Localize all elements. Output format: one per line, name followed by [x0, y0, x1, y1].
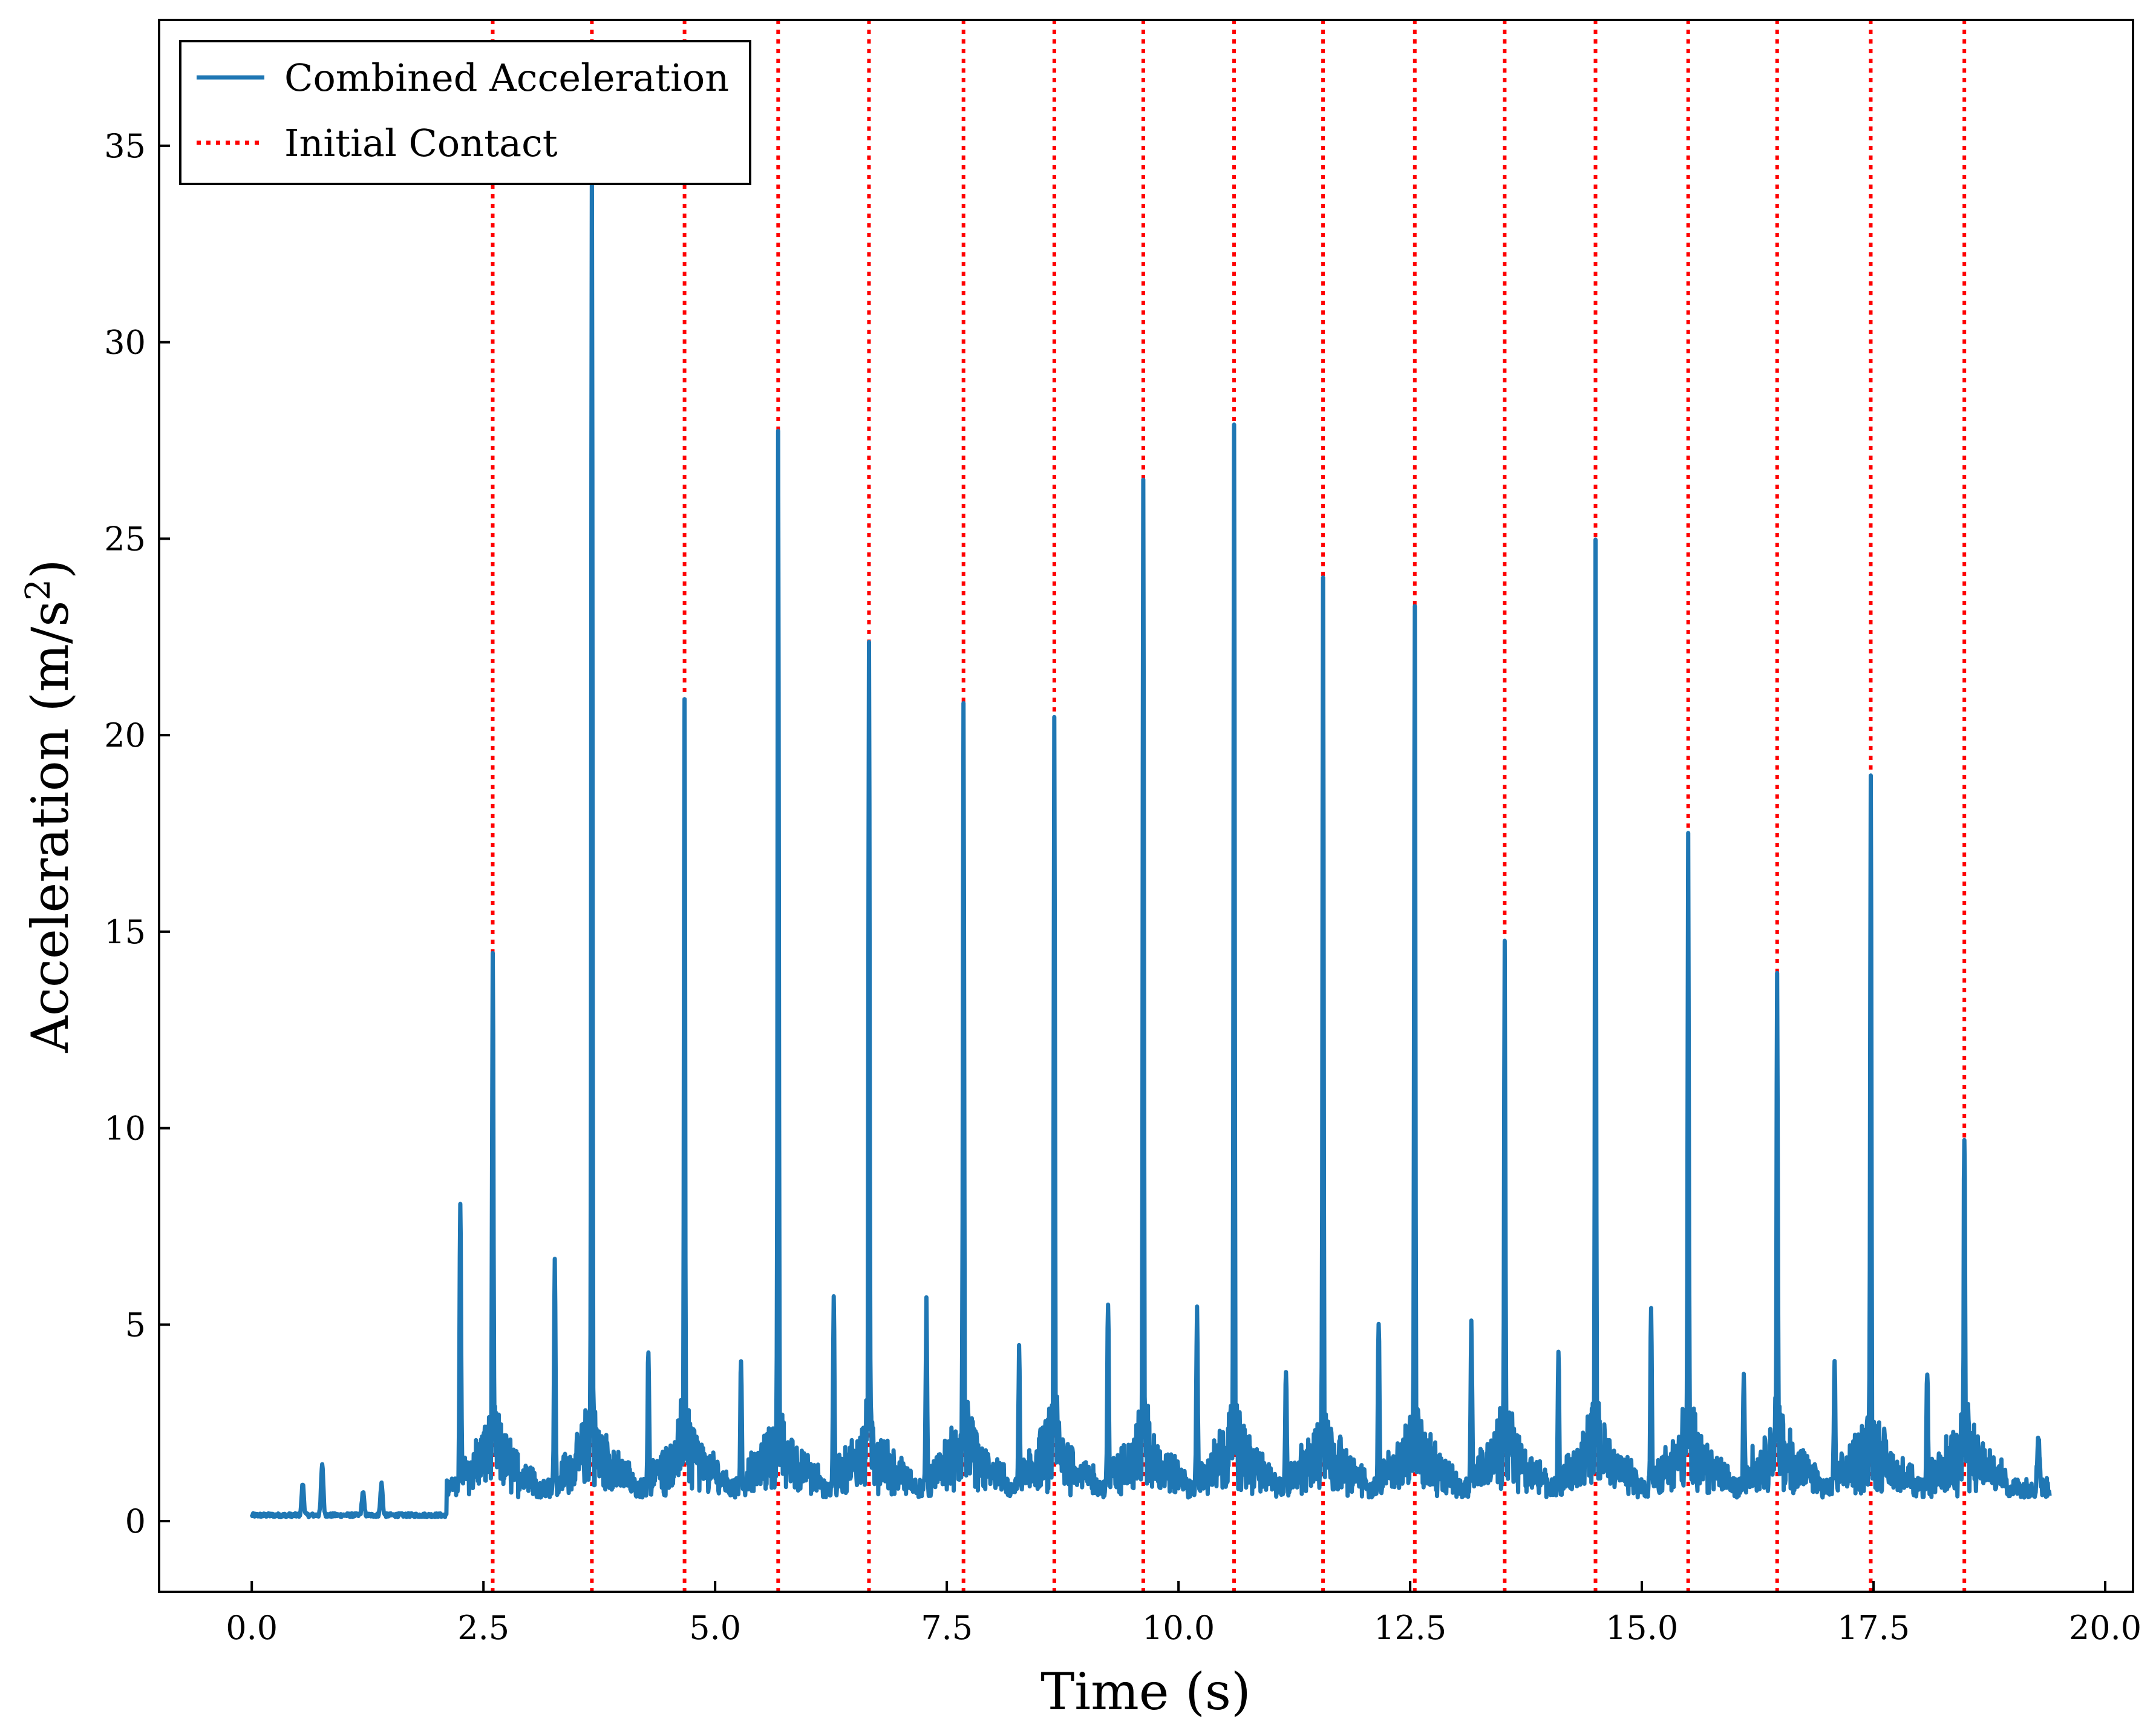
x-tick-label: 15.0: [1606, 1609, 1678, 1647]
y-axis-ticks: 0 5 10 15 20 25 30 35: [104, 127, 170, 1540]
legend-box: [179, 40, 751, 185]
legend: Combined Acceleration Initial Contact: [179, 40, 751, 185]
y-tick-label: 25: [104, 520, 146, 558]
y-tick-label: 35: [104, 127, 146, 165]
x-tick-label: 0.0: [226, 1609, 278, 1647]
x-tick-label: 12.5: [1374, 1609, 1446, 1647]
y-tick-label: 15: [104, 913, 146, 951]
y-tick-label: 10: [104, 1110, 146, 1148]
legend-label-combined-acceleration: Combined Acceleration: [284, 56, 729, 100]
x-axis-title: Time (s): [1040, 1662, 1251, 1721]
y-tick-label: 30: [104, 324, 146, 362]
x-tick-label: 10.0: [1142, 1609, 1215, 1647]
y-axis-title: Acceleration (m/s2): [19, 559, 80, 1053]
y-tick-label: 5: [125, 1306, 146, 1344]
x-tick-label: 20.0: [2069, 1609, 2141, 1647]
combined-acceleration-line: [249, 159, 2052, 1520]
y-axis-title-superscript: 2: [19, 579, 58, 601]
y-tick-label: 0: [125, 1502, 146, 1540]
x-tick-label: 5.0: [689, 1609, 741, 1647]
x-tick-label: 2.5: [457, 1609, 509, 1647]
x-tick-label: 17.5: [1837, 1609, 1910, 1647]
y-axis-title-close: ): [21, 559, 80, 579]
legend-label-initial-contact: Initial Contact: [284, 121, 558, 165]
x-axis-ticks: 0.0 2.5 5.0 7.5 10.0 12.5 15.0 17.5 20.0: [226, 1581, 2141, 1647]
x-tick-label: 7.5: [921, 1609, 973, 1647]
y-axis-title-main: Acceleration (m/s: [21, 601, 80, 1053]
plot-frame: [158, 19, 2134, 1593]
y-tick-label: 20: [104, 716, 146, 754]
